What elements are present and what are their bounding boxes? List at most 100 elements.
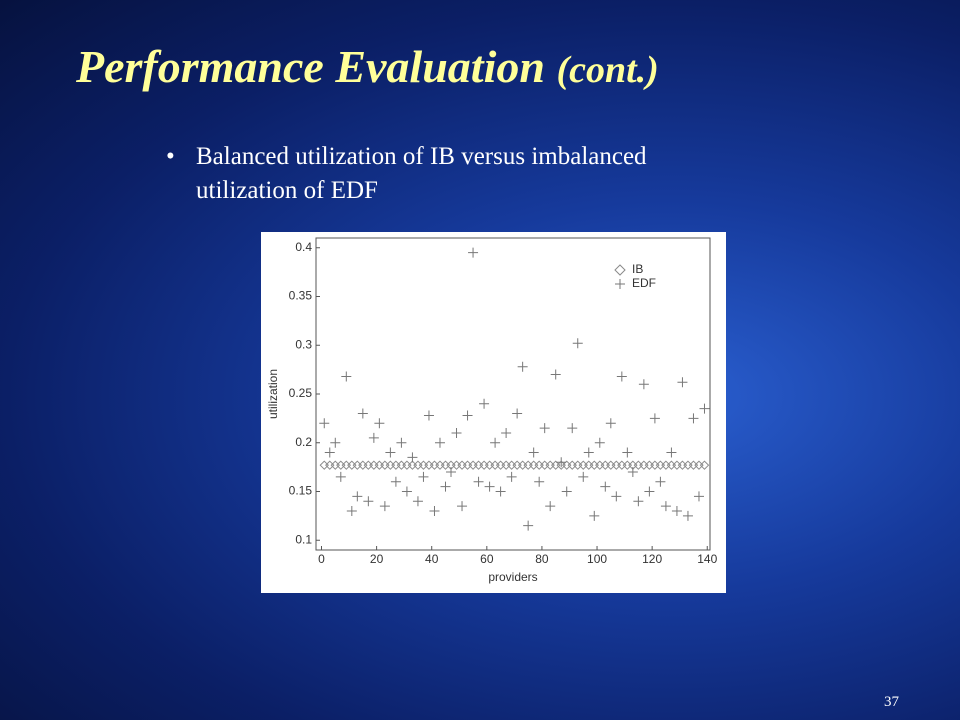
point	[396, 437, 407, 448]
point	[523, 520, 534, 531]
point	[528, 447, 539, 458]
x-tick-label: 20	[370, 552, 384, 566]
point	[688, 413, 699, 424]
point	[534, 476, 545, 487]
y-tick-label: 0.35	[289, 289, 313, 303]
point	[638, 379, 649, 390]
point	[572, 338, 583, 349]
point	[583, 447, 594, 458]
x-axis-label: providers	[488, 570, 537, 584]
point	[616, 371, 627, 382]
point	[412, 496, 423, 507]
point	[418, 471, 429, 482]
title-suffix: (cont.)	[556, 49, 659, 91]
point	[479, 398, 490, 409]
point	[649, 413, 660, 424]
legend-marker	[615, 279, 625, 289]
point	[335, 471, 346, 482]
y-axis-label: utilization	[266, 369, 280, 419]
point	[633, 496, 644, 507]
slide-title: Performance Evaluation (cont.)	[76, 40, 659, 93]
point	[589, 510, 600, 521]
page-number: 37	[884, 694, 899, 710]
point	[660, 501, 671, 512]
point	[545, 501, 556, 512]
y-tick-label: 0.4	[295, 240, 312, 254]
x-tick-label: 120	[642, 552, 662, 566]
point	[390, 476, 401, 487]
point	[385, 447, 396, 458]
point	[622, 447, 633, 458]
point	[473, 476, 484, 487]
point	[423, 410, 434, 421]
point	[556, 457, 567, 468]
point	[324, 447, 335, 458]
point	[429, 506, 440, 516]
point	[512, 408, 523, 419]
point	[352, 491, 363, 502]
bullet-line: Balanced utilization of IB versus imbala…	[196, 143, 647, 170]
point	[357, 408, 368, 419]
point	[374, 418, 385, 429]
point	[490, 437, 501, 448]
point	[379, 501, 390, 512]
point	[341, 371, 352, 382]
point	[506, 471, 517, 482]
point	[677, 377, 688, 388]
chart-background	[261, 232, 726, 593]
y-tick-label: 0.1	[295, 532, 312, 546]
point	[539, 423, 550, 434]
point	[594, 437, 605, 448]
x-tick-label: 140	[697, 552, 717, 566]
point	[363, 496, 374, 507]
point	[693, 491, 704, 502]
point	[682, 510, 693, 521]
point	[666, 447, 677, 458]
point	[517, 361, 528, 372]
point	[550, 369, 561, 380]
point	[457, 501, 468, 512]
point	[451, 428, 462, 438]
point	[699, 403, 710, 414]
point	[611, 491, 622, 502]
y-tick-label: 0.3	[295, 337, 312, 351]
x-tick-label: 40	[425, 552, 439, 566]
point	[468, 247, 479, 258]
point	[600, 481, 611, 492]
point	[462, 410, 473, 421]
point	[446, 467, 457, 477]
point	[401, 486, 412, 497]
point	[440, 481, 451, 492]
point	[484, 481, 495, 492]
title-text: Performance Evaluation	[76, 41, 545, 92]
point	[567, 423, 578, 434]
point	[368, 432, 379, 443]
legend-label: IB	[632, 262, 643, 276]
point	[330, 437, 341, 448]
bullet-dot: •	[166, 143, 175, 170]
point	[434, 437, 445, 448]
point	[561, 486, 572, 497]
point	[671, 506, 682, 516]
bullet-line: utilization of EDF	[196, 177, 378, 204]
legend-label: EDF	[632, 276, 656, 290]
point	[407, 452, 418, 463]
point	[346, 506, 357, 516]
point	[578, 471, 589, 482]
point	[644, 486, 655, 497]
point	[627, 467, 638, 477]
point	[495, 486, 506, 497]
point	[655, 476, 666, 487]
legend-marker	[614, 264, 626, 276]
bullet: • Balanced utilization of IB versus imbal…	[166, 140, 647, 208]
point	[699, 460, 710, 470]
y-tick-label: 0.15	[289, 484, 313, 498]
point	[319, 418, 330, 429]
point	[605, 418, 616, 429]
y-tick-label: 0.25	[289, 386, 313, 400]
point	[501, 428, 512, 438]
x-tick-label: 80	[535, 552, 549, 566]
x-tick-label: 0	[318, 552, 325, 566]
